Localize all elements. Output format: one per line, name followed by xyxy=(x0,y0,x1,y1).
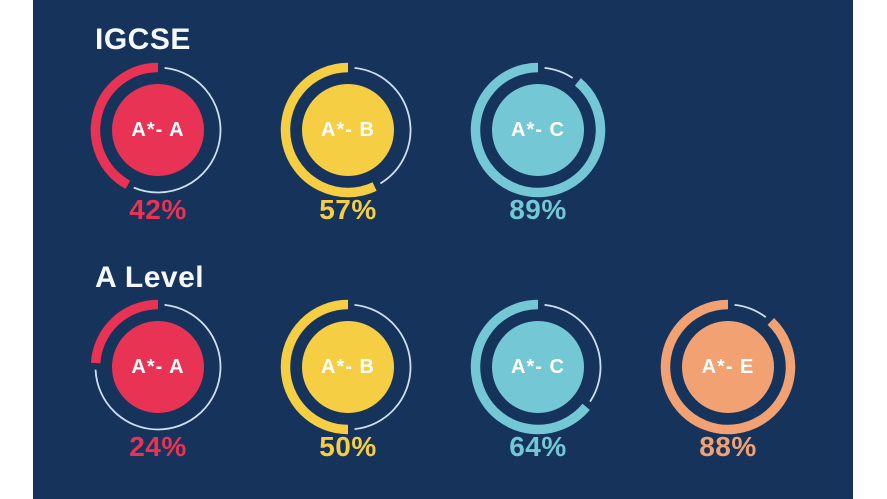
donut-chart-igcse-89: A*- C 89% xyxy=(458,55,618,224)
percent-label: 50% xyxy=(319,431,377,462)
donut-chart-a-level-24: A*- A 24% xyxy=(78,292,238,461)
donut-chart-igcse-42: A*- A 42% xyxy=(78,55,238,224)
donut-chart-a-level-88: A*- E 88% xyxy=(648,292,808,461)
donut-svg xyxy=(280,62,412,198)
donut-chart-a-level-64: A*- C 64% xyxy=(458,292,618,461)
donut-svg xyxy=(280,299,412,435)
donut-svg xyxy=(470,62,606,198)
navy-panel: IGCSE A*- A 42% A*- B 57% A*- C 89% A Level A… xyxy=(33,0,853,499)
donut-row-alevel: A*- A 24% A*- B 50% A*- C 64% A*- E 88% xyxy=(78,292,808,461)
percent-label: 42% xyxy=(129,194,187,225)
donut-chart-igcse-57: A*- B 57% xyxy=(268,55,428,224)
donut-svg xyxy=(90,62,222,194)
donut-chart-a-level-50: A*- B 50% xyxy=(268,292,428,461)
group-title-alevel: A Level xyxy=(95,261,205,294)
donut-svg xyxy=(470,299,602,435)
group-title-igcse: IGCSE xyxy=(95,23,191,56)
donut-svg xyxy=(660,299,796,435)
percent-label: 24% xyxy=(129,431,187,462)
donut-svg xyxy=(90,299,222,431)
donut-row-igcse: A*- A 42% A*- B 57% A*- C 89% xyxy=(78,55,618,224)
percent-label: 89% xyxy=(509,194,567,225)
percent-label: 64% xyxy=(509,431,567,462)
percent-label: 88% xyxy=(699,431,757,462)
percent-label: 57% xyxy=(319,194,377,225)
